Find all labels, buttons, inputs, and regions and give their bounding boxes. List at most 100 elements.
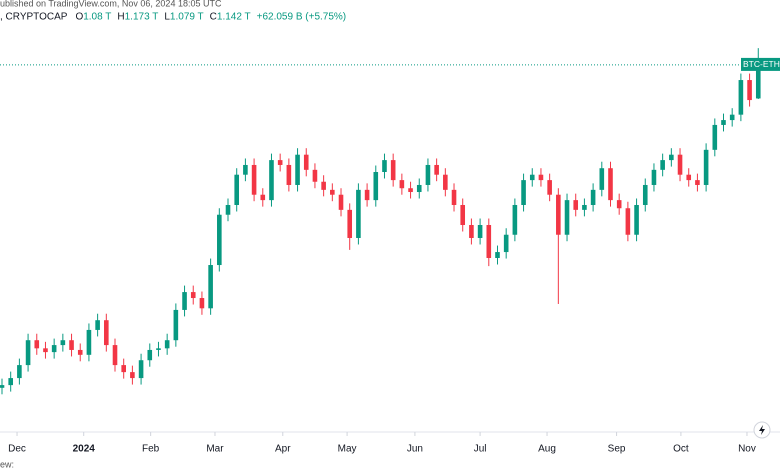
candle-body (303, 154, 309, 170)
candle-body (538, 174, 544, 181)
symbol: , CRYPTOCAP (0, 12, 68, 23)
candle-body (755, 64, 761, 99)
candle-body (173, 309, 179, 341)
candle-body (556, 194, 561, 235)
price-tag-label: BTC-ETH (743, 59, 780, 69)
candle-body (86, 329, 92, 355)
candle-body (590, 189, 596, 205)
candle-body (451, 189, 457, 205)
x-tick-label: Mar (206, 444, 224, 455)
candle-body (503, 234, 509, 253)
candle-body (364, 189, 370, 201)
candle-body (695, 180, 700, 185)
candle-body (43, 348, 48, 353)
candle-body (460, 204, 466, 226)
candle-body (703, 149, 709, 185)
candle-body (217, 214, 222, 266)
candle-body (95, 320, 100, 330)
ohlc-value: 1.08 T (83, 12, 111, 23)
candle-body (495, 252, 500, 258)
x-tick-label: 2024 (73, 444, 96, 455)
candle-body (443, 174, 448, 190)
candle-body (477, 225, 483, 238)
candle-body (738, 80, 744, 115)
candle-body (138, 360, 144, 379)
candle-body (182, 292, 187, 310)
candle-body (17, 365, 22, 379)
candle-body (147, 349, 153, 361)
candle-body (599, 168, 605, 190)
candle-body (156, 348, 161, 350)
x-tick-label: Sep (608, 444, 626, 455)
candle-body (69, 340, 74, 350)
candle-body (660, 160, 665, 170)
candle-body (729, 114, 735, 121)
candle-body (486, 225, 492, 258)
candle-body (573, 200, 579, 210)
ohlc-label: C (210, 12, 217, 23)
candle-body (225, 204, 231, 215)
candle-body (190, 292, 196, 299)
candle-body (0, 385, 5, 388)
candle-body (312, 169, 318, 182)
ohlc-value: 1.079 T (170, 12, 204, 23)
candle-body (721, 120, 726, 125)
x-tick-label: May (338, 444, 357, 455)
candle-body (356, 189, 361, 238)
x-tick-label: Feb (142, 444, 160, 455)
candle-body (251, 164, 257, 195)
candle-body (260, 194, 266, 201)
candle-body (8, 378, 13, 386)
candle-body (112, 345, 118, 366)
candle-body (651, 169, 657, 185)
candle-body (277, 160, 283, 165)
candle-body (642, 184, 648, 205)
candle-body (77, 349, 83, 355)
candle-body (399, 180, 405, 189)
x-tick-label: Jul (474, 444, 487, 455)
candle-body (529, 174, 535, 181)
change: +62.059 B (+5.75%) (257, 12, 347, 23)
candle-body (269, 160, 274, 201)
ohlc-value: 1.173 T (125, 12, 159, 23)
published-note: ublished on TradingView.com, Nov 06, 202… (0, 0, 222, 8)
candle-body (199, 298, 205, 309)
candle-body (373, 172, 379, 201)
candle-body (634, 204, 639, 235)
event-icon-glyph (759, 425, 765, 435)
candle-body (60, 340, 66, 346)
candle-body (669, 154, 674, 161)
candle-body (564, 200, 570, 235)
x-tick-label: Aug (538, 444, 556, 455)
candle-body (34, 340, 40, 349)
ohlc-value: 1.142 T (217, 12, 251, 23)
candle-body (382, 160, 387, 172)
candle-body (25, 340, 31, 366)
ohlc-label: O (75, 12, 83, 23)
candle-body (243, 164, 248, 175)
candle-body (425, 164, 431, 185)
x-tick-label: Dec (8, 444, 26, 455)
candle-body (547, 180, 552, 195)
candle-body (521, 180, 526, 205)
candle-body (164, 340, 170, 349)
footer: ew: (0, 459, 14, 469)
candle-body (582, 204, 587, 210)
candle-body (130, 372, 135, 379)
candle-body (677, 154, 683, 175)
candle-body (416, 184, 422, 193)
x-tick-label: Oct (673, 444, 689, 455)
candle-body (469, 225, 474, 238)
x-tick-label: Nov (738, 444, 756, 455)
candle-body (295, 154, 300, 185)
candle-body (390, 160, 396, 181)
candle-body (286, 164, 292, 185)
ohlc-label: H (117, 12, 124, 23)
candle-body (347, 209, 353, 238)
candle-body (104, 320, 109, 346)
price-tag (741, 57, 780, 71)
candle-body (321, 181, 326, 190)
candle-body (338, 194, 344, 210)
candle-body (608, 168, 613, 201)
